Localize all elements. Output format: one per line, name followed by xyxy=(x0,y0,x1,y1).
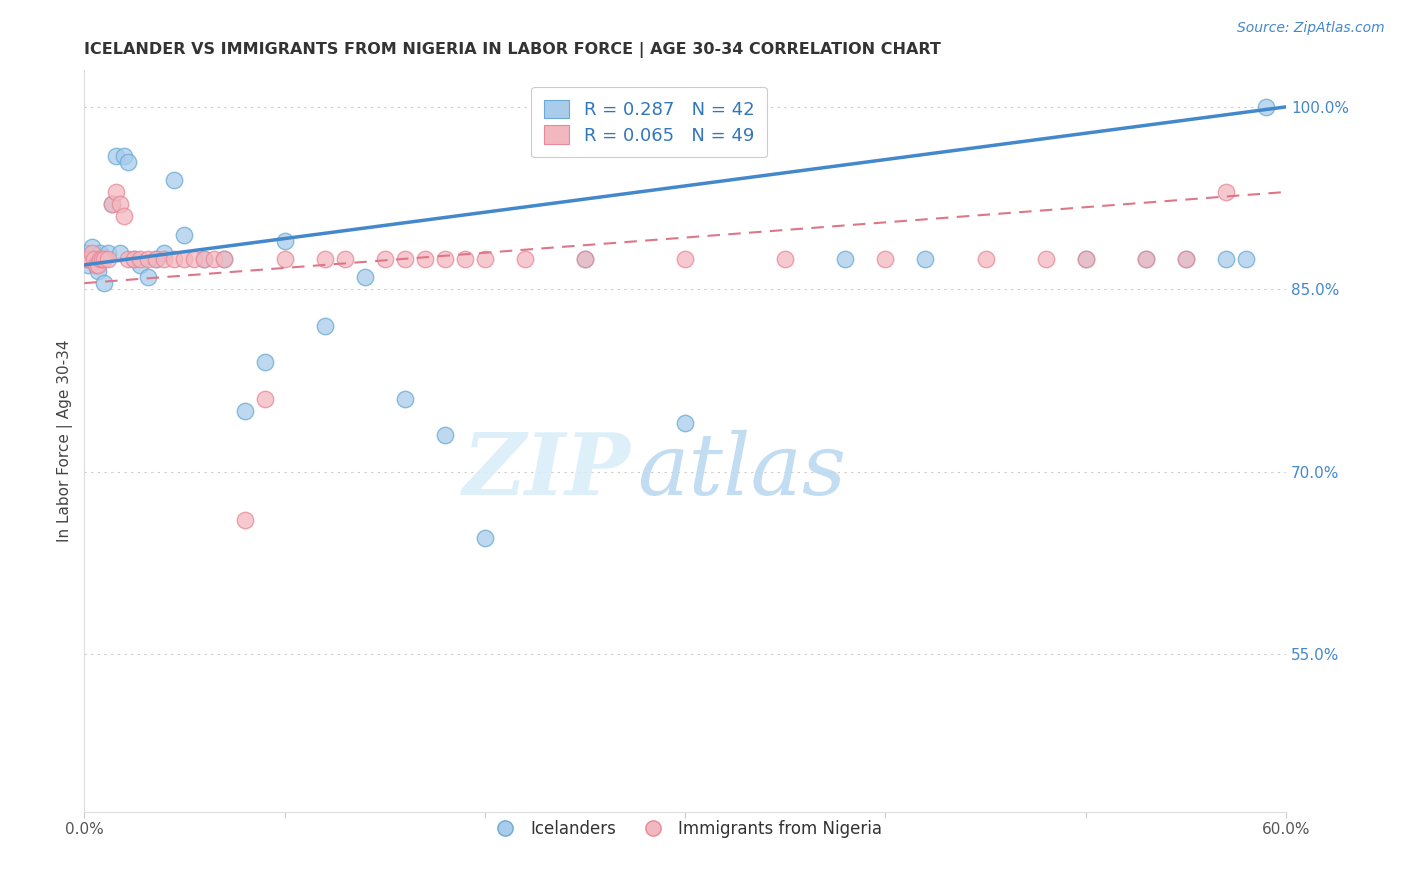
Point xyxy=(214,252,236,266)
Point xyxy=(454,252,477,266)
Point xyxy=(117,252,139,266)
Point xyxy=(574,252,596,266)
Point xyxy=(145,252,167,266)
Point xyxy=(513,252,536,266)
Point xyxy=(97,245,120,260)
Point xyxy=(105,185,128,199)
Point xyxy=(129,252,152,266)
Point xyxy=(433,428,456,442)
Point xyxy=(138,270,160,285)
Point xyxy=(914,252,936,266)
Point xyxy=(173,227,195,242)
Point xyxy=(474,252,496,266)
Point xyxy=(433,252,456,266)
Point xyxy=(1174,252,1197,266)
Point xyxy=(1174,252,1197,266)
Point xyxy=(253,355,276,369)
Point xyxy=(183,252,205,266)
Point xyxy=(77,258,100,272)
Point xyxy=(110,197,132,211)
Point xyxy=(193,252,215,266)
Point xyxy=(273,234,295,248)
Point xyxy=(87,258,110,272)
Point xyxy=(129,258,152,272)
Point xyxy=(91,252,114,266)
Point xyxy=(138,252,160,266)
Point xyxy=(775,252,797,266)
Text: ICELANDER VS IMMIGRANTS FROM NIGERIA IN LABOR FORCE | AGE 30-34 CORRELATION CHAR: ICELANDER VS IMMIGRANTS FROM NIGERIA IN … xyxy=(84,42,941,58)
Point xyxy=(974,252,997,266)
Point xyxy=(112,148,135,162)
Point xyxy=(145,252,167,266)
Point xyxy=(83,252,105,266)
Point xyxy=(314,252,336,266)
Point xyxy=(101,197,124,211)
Point xyxy=(110,245,132,260)
Point xyxy=(673,416,696,430)
Point xyxy=(82,245,104,260)
Point xyxy=(75,245,97,260)
Point xyxy=(112,209,135,223)
Point xyxy=(1234,252,1257,266)
Point xyxy=(1215,252,1237,266)
Point xyxy=(394,252,416,266)
Point xyxy=(124,252,146,266)
Point xyxy=(87,264,110,278)
Point xyxy=(79,252,101,266)
Point xyxy=(353,270,375,285)
Point xyxy=(84,258,107,272)
Point xyxy=(204,252,226,266)
Point xyxy=(673,252,696,266)
Point xyxy=(875,252,897,266)
Point xyxy=(1074,252,1097,266)
Point xyxy=(89,245,111,260)
Text: ZIP: ZIP xyxy=(463,429,631,513)
Point xyxy=(124,252,146,266)
Legend: Icelanders, Immigrants from Nigeria: Icelanders, Immigrants from Nigeria xyxy=(482,813,889,845)
Point xyxy=(1074,252,1097,266)
Point xyxy=(173,252,195,266)
Point xyxy=(1135,252,1157,266)
Point xyxy=(1254,100,1277,114)
Point xyxy=(1035,252,1057,266)
Point xyxy=(333,252,356,266)
Point xyxy=(1215,185,1237,199)
Point xyxy=(314,318,336,333)
Point xyxy=(79,252,101,266)
Point xyxy=(413,252,436,266)
Point xyxy=(97,252,120,266)
Point xyxy=(105,148,128,162)
Text: atlas: atlas xyxy=(637,429,846,512)
Point xyxy=(77,252,100,266)
Text: Source: ZipAtlas.com: Source: ZipAtlas.com xyxy=(1237,21,1385,35)
Point xyxy=(153,245,176,260)
Point xyxy=(273,252,295,266)
Point xyxy=(82,240,104,254)
Point xyxy=(101,197,124,211)
Point xyxy=(84,258,107,272)
Point xyxy=(574,252,596,266)
Point xyxy=(117,154,139,169)
Point xyxy=(214,252,236,266)
Point xyxy=(75,252,97,266)
Point xyxy=(233,403,256,417)
Point xyxy=(153,252,176,266)
Point xyxy=(474,532,496,546)
Point xyxy=(163,252,186,266)
Point xyxy=(253,392,276,406)
Point xyxy=(89,252,111,266)
Point xyxy=(374,252,396,266)
Point xyxy=(394,392,416,406)
Point xyxy=(163,173,186,187)
Point xyxy=(83,252,105,266)
Point xyxy=(834,252,856,266)
Point xyxy=(1135,252,1157,266)
Point xyxy=(193,252,215,266)
Y-axis label: In Labor Force | Age 30-34: In Labor Force | Age 30-34 xyxy=(58,340,73,542)
Point xyxy=(93,276,115,290)
Point xyxy=(93,252,115,266)
Point xyxy=(233,513,256,527)
